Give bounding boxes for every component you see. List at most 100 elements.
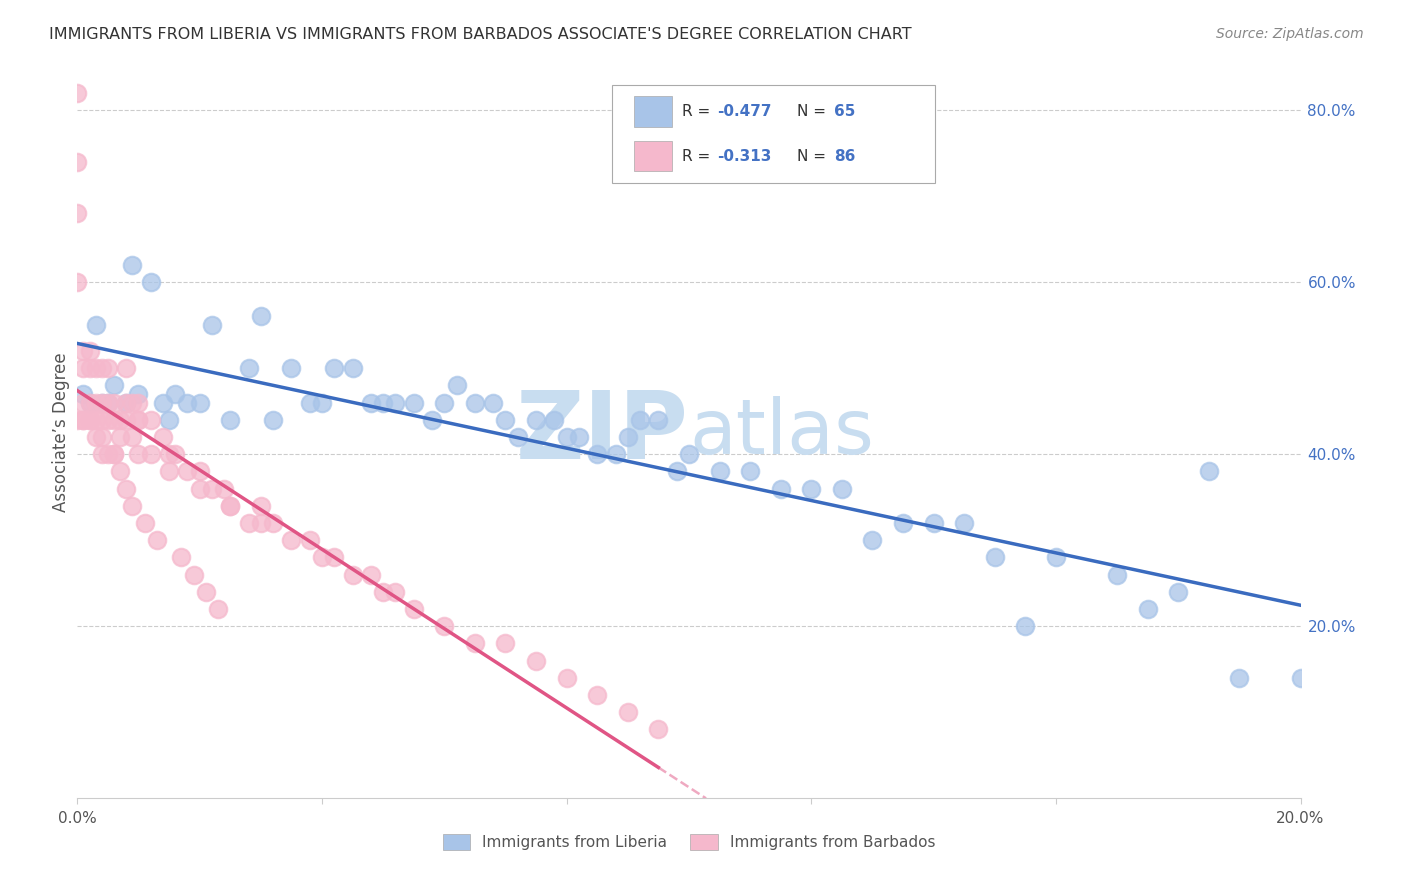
Point (127, 395, 149, 409)
Point (176, 395, 198, 409)
Point (97, 361, 120, 376)
Point (183, 567, 205, 582)
Point (605, 447, 627, 461)
Point (647, 413, 669, 427)
Point (219, 499, 242, 513)
Point (84, 430, 107, 444)
Point (495, 636, 517, 650)
Point (647, 723, 669, 737)
Point (72, 343, 94, 358)
Point (79, 413, 101, 427)
Point (402, 602, 425, 616)
Point (678, 447, 700, 461)
Point (90, 413, 112, 427)
Point (79, 395, 101, 409)
Point (188, 464, 211, 478)
Point (72, 395, 94, 409)
Point (420, 413, 443, 427)
Text: IMMIGRANTS FROM LIBERIA VS IMMIGRANTS FROM BARBADOS ASSOCIATE'S DEGREE CORRELATI: IMMIGRANTS FROM LIBERIA VS IMMIGRANTS FR… (49, 27, 912, 42)
Point (250, 499, 273, 513)
Point (115, 361, 138, 376)
Point (90, 395, 112, 409)
Point (262, 413, 284, 427)
Point (79, 361, 101, 376)
Point (108, 413, 131, 427)
Point (831, 482, 853, 496)
Point (97, 395, 120, 409)
Point (165, 447, 187, 461)
Point (709, 464, 731, 478)
Point (139, 275, 162, 289)
Point (298, 533, 321, 548)
Point (165, 387, 187, 401)
Legend: Immigrants from Liberia, Immigrants from Barbados: Immigrants from Liberia, Immigrants from… (436, 829, 942, 856)
Point (371, 395, 394, 409)
Text: atlas: atlas (689, 396, 873, 469)
Point (157, 413, 180, 427)
Point (157, 447, 180, 461)
Point (1014, 619, 1036, 633)
Point (121, 395, 143, 409)
Point (586, 688, 609, 702)
Point (628, 413, 651, 427)
Point (90, 361, 112, 376)
Point (524, 654, 547, 668)
Point (194, 584, 217, 599)
Point (66, 86, 89, 100)
Point (311, 395, 333, 409)
Point (127, 387, 149, 401)
Text: N =: N = (797, 104, 831, 119)
Point (66, 154, 89, 169)
Point (665, 464, 688, 478)
Point (103, 395, 125, 409)
Point (891, 516, 914, 530)
Point (250, 310, 273, 324)
Point (108, 430, 131, 444)
Point (66, 206, 89, 220)
Point (495, 413, 517, 427)
Point (219, 413, 242, 427)
Point (384, 395, 406, 409)
Point (103, 447, 125, 461)
Point (84, 361, 107, 376)
Point (103, 447, 125, 461)
Point (115, 413, 138, 427)
Point (311, 550, 333, 565)
Point (617, 430, 640, 444)
Point (188, 482, 211, 496)
Point (152, 395, 174, 409)
Point (433, 395, 456, 409)
Point (617, 706, 640, 720)
Point (506, 430, 529, 444)
Point (262, 516, 284, 530)
Point (127, 447, 149, 461)
Point (146, 533, 169, 548)
Point (121, 499, 143, 513)
Point (201, 318, 224, 332)
Point (79, 413, 101, 427)
Point (152, 430, 174, 444)
Point (238, 361, 260, 376)
Point (90, 430, 112, 444)
Point (524, 413, 547, 427)
Point (555, 671, 578, 685)
Point (219, 499, 242, 513)
Point (740, 464, 762, 478)
Point (72, 413, 94, 427)
Point (127, 413, 149, 427)
Point (1107, 567, 1129, 582)
Point (79, 395, 101, 409)
Point (176, 464, 198, 478)
Point (555, 430, 578, 444)
Point (984, 550, 1007, 565)
Point (402, 395, 425, 409)
Point (953, 516, 976, 530)
Point (84, 395, 107, 409)
Point (586, 447, 609, 461)
Point (212, 482, 235, 496)
Point (342, 361, 364, 376)
Point (79, 343, 101, 358)
Point (134, 516, 156, 530)
Point (323, 361, 346, 376)
Point (139, 447, 162, 461)
